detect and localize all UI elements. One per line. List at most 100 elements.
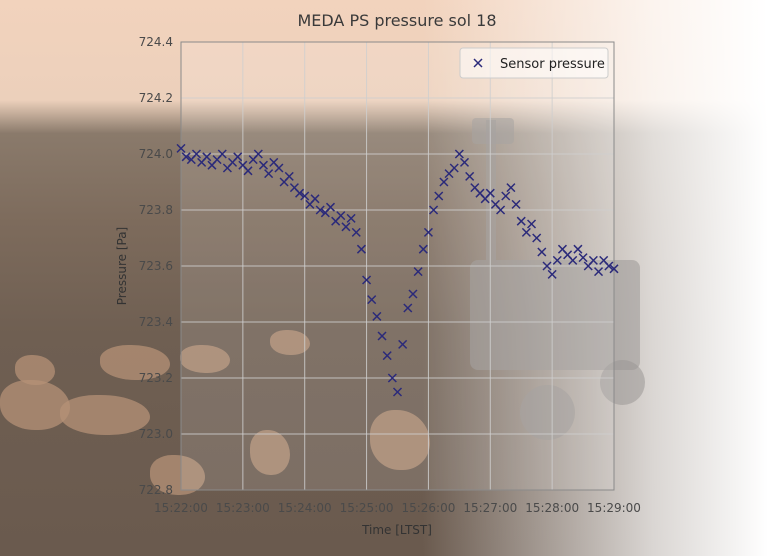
y-tick-label: 724.4 xyxy=(139,35,173,49)
rover-mast xyxy=(486,120,496,260)
data-point xyxy=(516,216,526,226)
y-tick-label: 724.2 xyxy=(139,91,173,105)
rover-head xyxy=(472,118,514,144)
data-point xyxy=(547,269,557,279)
data-point xyxy=(191,149,201,159)
y-tick-label: 722.8 xyxy=(139,483,173,497)
data-point xyxy=(336,211,346,221)
data-point xyxy=(181,152,191,162)
data-point xyxy=(300,191,310,201)
data-point xyxy=(506,183,516,193)
data-point xyxy=(387,373,397,383)
data-point xyxy=(423,227,433,237)
x-tick-label: 15:23:00 xyxy=(216,501,270,515)
data-point xyxy=(485,188,495,198)
data-point xyxy=(573,244,583,254)
rock xyxy=(0,380,70,430)
data-point xyxy=(325,202,336,212)
data-point xyxy=(264,169,274,179)
y-tick-label: 723.0 xyxy=(139,427,173,441)
data-point xyxy=(429,205,439,215)
data-point xyxy=(398,339,408,349)
y-tick-label: 723.4 xyxy=(139,315,173,329)
data-point xyxy=(367,295,377,305)
data-point xyxy=(315,205,325,215)
y-tick-label: 724.0 xyxy=(139,147,173,161)
data-point xyxy=(465,171,475,181)
rover-wheel xyxy=(600,360,645,405)
plot-frame xyxy=(180,41,615,491)
rock xyxy=(270,330,310,355)
data-point xyxy=(413,267,423,277)
x-tick-label: 15:26:00 xyxy=(401,501,455,515)
y-axis-label: Pressure [Pa] xyxy=(115,227,129,305)
data-points xyxy=(176,143,619,397)
legend: Sensor pressure xyxy=(459,47,609,79)
data-point xyxy=(341,222,351,232)
data-point xyxy=(356,244,366,254)
data-point xyxy=(609,264,619,274)
data-point xyxy=(521,227,531,237)
rock xyxy=(60,395,150,435)
data-point xyxy=(403,303,413,313)
rock xyxy=(150,455,205,495)
data-point xyxy=(372,311,382,321)
chart-title: MEDA PS pressure sol 18 xyxy=(297,11,496,30)
rover-body xyxy=(470,260,640,370)
data-point xyxy=(351,227,361,237)
data-point xyxy=(253,149,263,159)
data-point xyxy=(434,191,444,201)
data-point xyxy=(552,255,562,265)
legend-label: Sensor pressure xyxy=(500,57,605,72)
x-tick-label: 15:28:00 xyxy=(525,501,579,515)
rover-wheel xyxy=(520,385,575,440)
x-tick-label: 15:29:00 xyxy=(587,501,641,515)
data-point xyxy=(176,143,186,153)
data-point xyxy=(578,253,588,263)
x-tick-labels: 15:22:00 15:23:00 15:24:00 15:25:00 15:26:00… xyxy=(154,501,641,515)
data-point xyxy=(202,152,212,162)
x-tick-label: 15:27:00 xyxy=(463,501,517,515)
data-point xyxy=(501,191,511,201)
data-point xyxy=(362,275,372,285)
rock xyxy=(180,345,230,373)
data-point xyxy=(604,261,614,271)
data-point xyxy=(496,205,506,215)
x-axis-label: Time [LTST] xyxy=(361,523,432,537)
data-point xyxy=(233,152,243,162)
data-point xyxy=(542,261,552,271)
data-point xyxy=(274,163,284,173)
data-point xyxy=(284,171,294,181)
x-tick-label: 15:22:00 xyxy=(154,501,208,515)
data-point xyxy=(377,331,387,341)
data-point xyxy=(537,247,547,257)
legend-marker-icon xyxy=(473,58,483,68)
data-point xyxy=(568,255,578,265)
data-point xyxy=(449,163,459,173)
y-tick-label: 723.6 xyxy=(139,259,173,273)
y-tick-label: 723.8 xyxy=(139,203,173,217)
rock xyxy=(100,345,170,380)
data-point xyxy=(258,160,269,170)
data-point xyxy=(392,387,403,397)
data-point xyxy=(346,213,356,223)
data-point xyxy=(418,244,428,254)
data-point xyxy=(454,149,464,159)
legend-box xyxy=(459,47,609,79)
data-point xyxy=(594,267,604,277)
x-tick-label: 15:24:00 xyxy=(278,501,332,515)
data-point xyxy=(243,166,253,176)
x-tick-label: 15:25:00 xyxy=(340,501,394,515)
y-tick-labels: 722.8 723.0 723.2 723.4 723.6 723.8 724.0 724.2… xyxy=(139,35,173,497)
data-point xyxy=(439,177,449,187)
data-point xyxy=(526,219,537,229)
data-point xyxy=(408,289,418,299)
data-point xyxy=(217,149,227,159)
data-point xyxy=(295,188,305,198)
rock xyxy=(250,430,290,475)
data-point xyxy=(382,351,392,361)
rock xyxy=(15,355,55,385)
data-point xyxy=(459,157,470,167)
